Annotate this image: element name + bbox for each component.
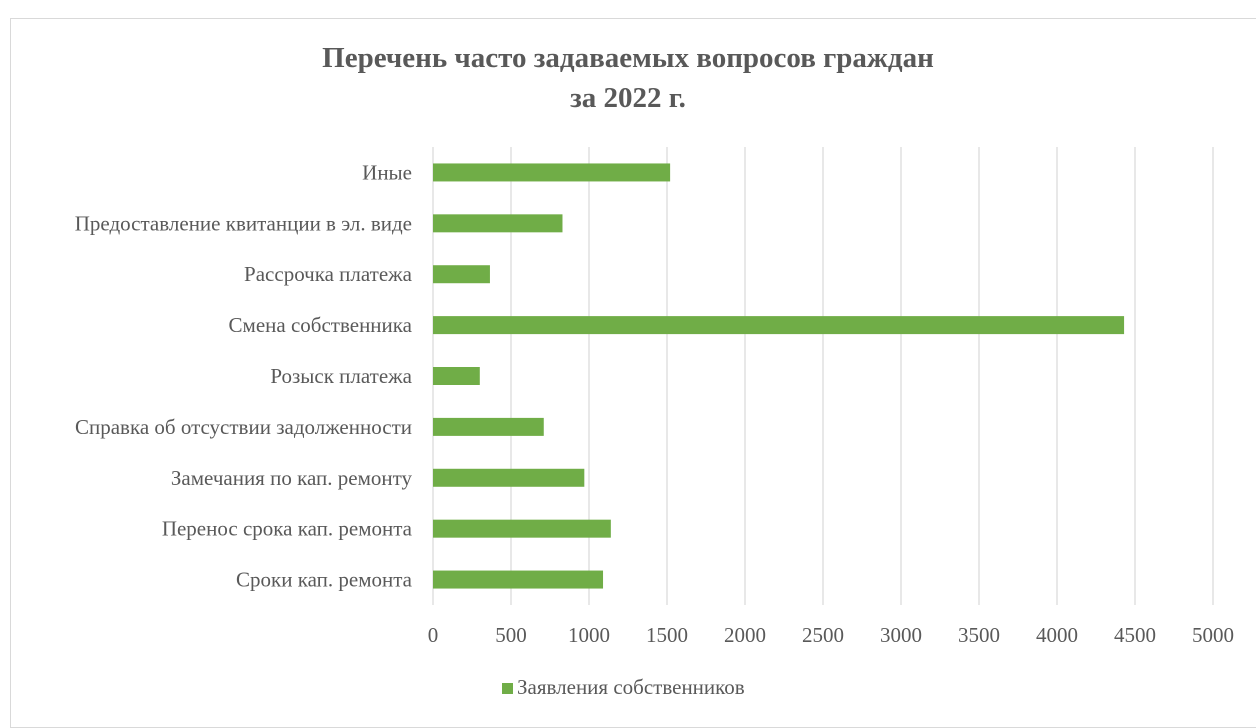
x-tick-label: 0 (428, 623, 439, 647)
chart-title-line-1: Перечень часто задаваемых вопросов гражд… (322, 42, 934, 74)
chart-title-line-2: за 2022 г. (570, 82, 686, 114)
bar (433, 316, 1125, 335)
bar (433, 570, 604, 589)
x-tick-label: 1500 (646, 623, 688, 647)
x-tick-label: 4500 (1114, 623, 1156, 647)
category-label: Иные (362, 160, 412, 184)
x-tick-label: 3000 (880, 623, 922, 647)
x-tick-label: 3500 (958, 623, 1000, 647)
category-label: Рассрочка платежа (244, 262, 413, 286)
bar (433, 265, 490, 284)
category-label: Предоставление квитанции в эл. виде (75, 211, 412, 235)
bar (433, 468, 585, 487)
x-tick-label: 1000 (568, 623, 610, 647)
bar (433, 519, 611, 538)
category-label: Розыск платежа (270, 364, 412, 388)
x-tick-label: 4000 (1036, 623, 1078, 647)
chart-title: Перечень часто задаваемых вопросов гражд… (0, 38, 1256, 118)
category-label: Перенос срока кап. ремонта (162, 517, 413, 541)
category-label: Сроки кап. ремонта (236, 568, 413, 592)
bar (433, 163, 671, 182)
chart-frame (10, 18, 1256, 728)
x-tick-label: 5000 (1192, 623, 1234, 647)
bar (433, 367, 480, 385)
x-tick-label: 2000 (724, 623, 766, 647)
x-tick-label: 2500 (802, 623, 844, 647)
category-label: Замечания по кап. ремонту (171, 466, 413, 490)
legend-label: Заявления собственников (517, 675, 745, 699)
x-tick-label: 500 (495, 623, 527, 647)
category-label: Смена собственника (229, 313, 413, 337)
category-label: Справка об отсуствии задолженности (75, 415, 412, 439)
bar (433, 417, 544, 436)
legend-swatch (502, 683, 513, 694)
bar (433, 214, 563, 233)
